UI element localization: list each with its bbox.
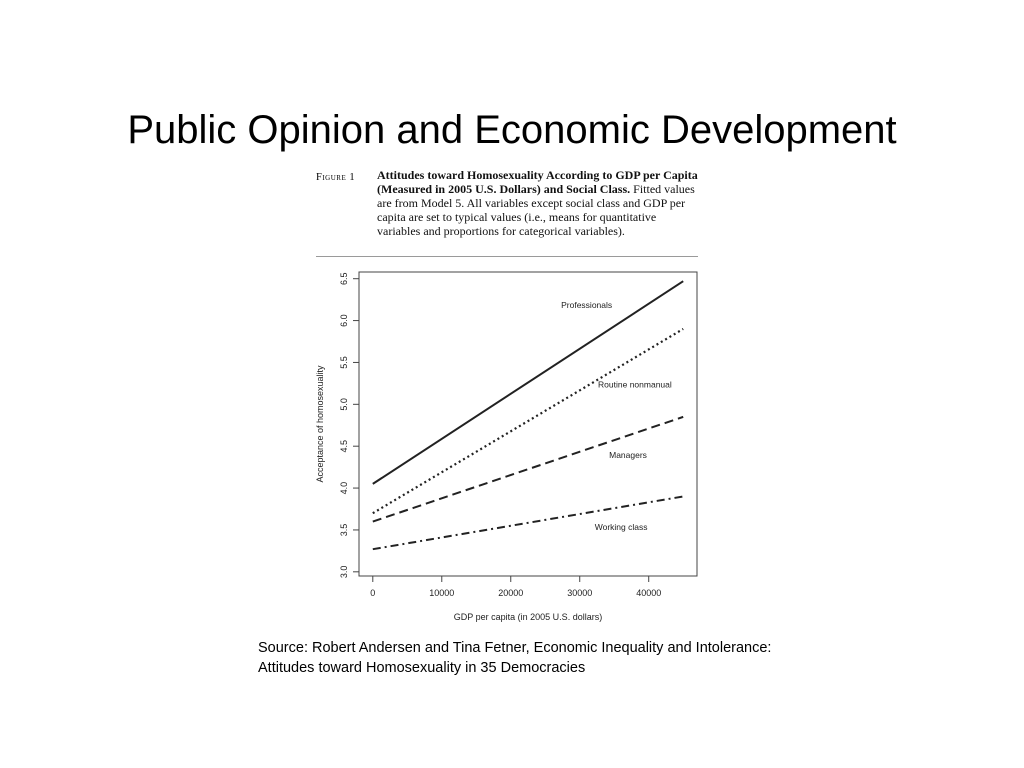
x-axis-label: GDP per capita (in 2005 U.S. dollars): [454, 612, 602, 622]
tick-layer: 0 10000 20000 30000 40000 3.0 3.5 4.0 4.5 5.0 5.5 6…: [339, 272, 661, 598]
plot-frame: [358, 271, 698, 577]
line-chart: 0 10000 20000 30000 40000 3.0 3.5 4.0 4.5 5.0 5.5 6…: [315, 271, 698, 622]
series-line-managers: [372, 415, 684, 523]
y-tick-label: 5.0: [339, 398, 349, 411]
x-tick-label: 20000: [498, 588, 523, 598]
series-line-routine-nonmanual: [372, 328, 684, 515]
y-tick-label: 6.0: [339, 314, 349, 327]
source-line-2: Attitudes toward Homosexuality in 35 Dem…: [258, 660, 586, 676]
y-tick-label: 3.5: [339, 524, 349, 537]
series-annotation: Professionals: [561, 300, 612, 310]
y-tick-label: 5.5: [339, 356, 349, 369]
y-tick-label: 4.5: [339, 440, 349, 453]
series-line-working-class: [372, 495, 684, 551]
x-tick-label: 40000: [636, 588, 661, 598]
series-layer: [372, 280, 684, 551]
figure-caption-text: Fitted values are from Model 5. All vari…: [377, 182, 695, 238]
source-note: Source: Robert Andersen and Tina Fetner,…: [258, 638, 898, 678]
figure-caption: Attitudes toward Homosexuality According…: [377, 168, 699, 238]
series-line-professionals: [372, 280, 684, 485]
series-annotation: Managers: [609, 450, 647, 460]
x-tick-label: 30000: [567, 588, 592, 598]
annotation-layer: Professionals Routine nonmanual Managers Wo…: [561, 300, 672, 532]
x-tick-label: 10000: [429, 588, 454, 598]
y-tick-label: 6.5: [339, 272, 349, 285]
slide-title: Public Opinion and Economic Development: [127, 108, 897, 152]
y-tick-label: 3.0: [339, 566, 349, 579]
figure-label: Figure 1: [316, 172, 356, 183]
x-tick-label: 0: [370, 588, 375, 598]
series-annotation: Routine nonmanual: [598, 380, 672, 390]
series-annotation: Working class: [595, 522, 648, 532]
figure-caption-title: Attitudes toward Homosexuality According…: [377, 168, 698, 196]
y-tick-label: 4.0: [339, 482, 349, 495]
source-line-1: Source: Robert Andersen and Tina Fetner,…: [258, 640, 772, 656]
y-axis-label: Acceptance of homosexuality: [315, 365, 325, 483]
caption-divider: [316, 256, 698, 257]
